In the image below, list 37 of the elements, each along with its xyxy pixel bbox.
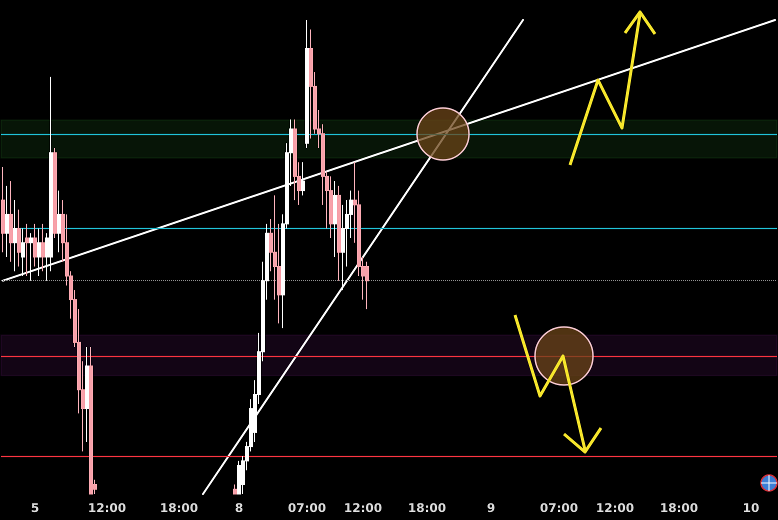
x-tick-label: 10	[742, 501, 760, 515]
candlestick	[293, 119, 297, 201]
candlestick	[341, 204, 345, 291]
candlestick	[17, 209, 21, 267]
x-tick-label: 18:00	[408, 501, 446, 515]
candlestick	[33, 223, 37, 267]
candlestick	[237, 460, 241, 494]
candlestick	[309, 28, 313, 139]
x-tick-label: 18:00	[160, 501, 198, 515]
candlestick	[9, 180, 13, 262]
candlestick	[301, 162, 305, 196]
candlestick	[305, 20, 309, 148]
candlestick	[25, 223, 29, 276]
candlestick	[337, 185, 341, 282]
x-tick-label: 12:00	[596, 501, 634, 515]
x-tick-label: 12:00	[88, 501, 126, 515]
x-tick-label: 8	[234, 501, 244, 515]
candlestick	[365, 261, 369, 310]
x-tick-label: 12:00	[344, 501, 382, 515]
candlestick	[1, 166, 5, 253]
candlestick	[53, 147, 57, 239]
candlestick	[233, 484, 237, 494]
candlestick	[13, 200, 17, 272]
x-tick-label: 07:00	[540, 501, 578, 515]
candlestick	[333, 180, 337, 258]
candlestick	[5, 185, 9, 258]
x-tick-label: 18:00	[660, 501, 698, 515]
x-tick-label: 9	[486, 501, 496, 515]
candlestick	[329, 176, 333, 239]
candlestick	[85, 346, 89, 442]
x-tick-label: 07:00	[288, 501, 326, 515]
candlestick	[57, 190, 61, 253]
candlestick	[37, 228, 41, 276]
candlestick	[41, 223, 45, 272]
x-tick-label: 5	[30, 501, 40, 515]
candlestick	[21, 228, 25, 276]
candlestick	[89, 346, 93, 494]
